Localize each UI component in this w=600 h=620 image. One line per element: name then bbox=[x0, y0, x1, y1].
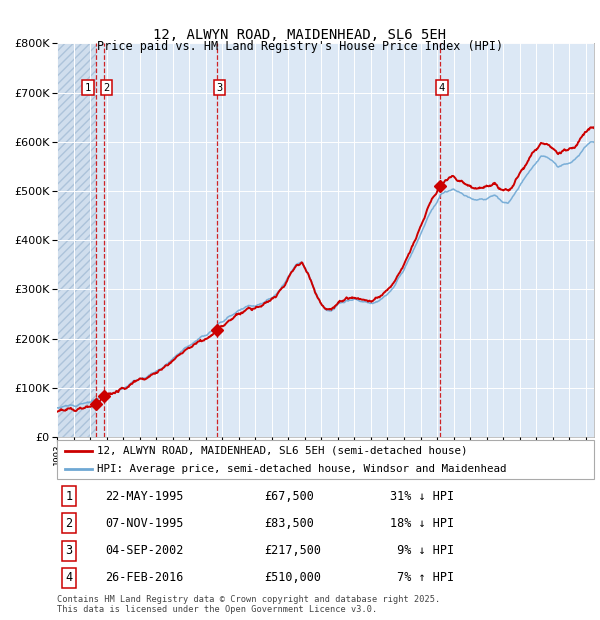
Text: 3: 3 bbox=[65, 544, 73, 557]
Text: 3: 3 bbox=[216, 82, 223, 93]
Text: 07-NOV-1995: 07-NOV-1995 bbox=[105, 517, 184, 529]
Text: Contains HM Land Registry data © Crown copyright and database right 2025.
This d: Contains HM Land Registry data © Crown c… bbox=[57, 595, 440, 614]
Text: 2: 2 bbox=[103, 82, 110, 93]
Text: £83,500: £83,500 bbox=[264, 517, 314, 529]
Text: 18% ↓ HPI: 18% ↓ HPI bbox=[390, 517, 454, 529]
Text: 4: 4 bbox=[65, 572, 73, 584]
Text: 1: 1 bbox=[85, 82, 91, 93]
Text: 12, ALWYN ROAD, MAIDENHEAD, SL6 5EH: 12, ALWYN ROAD, MAIDENHEAD, SL6 5EH bbox=[154, 28, 446, 42]
Text: 12, ALWYN ROAD, MAIDENHEAD, SL6 5EH (semi-detached house): 12, ALWYN ROAD, MAIDENHEAD, SL6 5EH (sem… bbox=[97, 446, 468, 456]
FancyBboxPatch shape bbox=[57, 440, 594, 479]
Text: 31% ↓ HPI: 31% ↓ HPI bbox=[390, 490, 454, 502]
Text: 9% ↓ HPI: 9% ↓ HPI bbox=[390, 544, 454, 557]
Text: 4: 4 bbox=[439, 82, 445, 93]
Bar bbox=[57, 43, 97, 437]
Text: HPI: Average price, semi-detached house, Windsor and Maidenhead: HPI: Average price, semi-detached house,… bbox=[97, 464, 507, 474]
Text: 2: 2 bbox=[65, 517, 73, 529]
Text: 04-SEP-2002: 04-SEP-2002 bbox=[105, 544, 184, 557]
Text: 26-FEB-2016: 26-FEB-2016 bbox=[105, 572, 184, 584]
Text: £510,000: £510,000 bbox=[264, 572, 321, 584]
Text: £217,500: £217,500 bbox=[264, 544, 321, 557]
Text: Price paid vs. HM Land Registry's House Price Index (HPI): Price paid vs. HM Land Registry's House … bbox=[97, 40, 503, 53]
Text: 7% ↑ HPI: 7% ↑ HPI bbox=[390, 572, 454, 584]
Text: 22-MAY-1995: 22-MAY-1995 bbox=[105, 490, 184, 502]
Text: £67,500: £67,500 bbox=[264, 490, 314, 502]
Text: 1: 1 bbox=[65, 490, 73, 502]
